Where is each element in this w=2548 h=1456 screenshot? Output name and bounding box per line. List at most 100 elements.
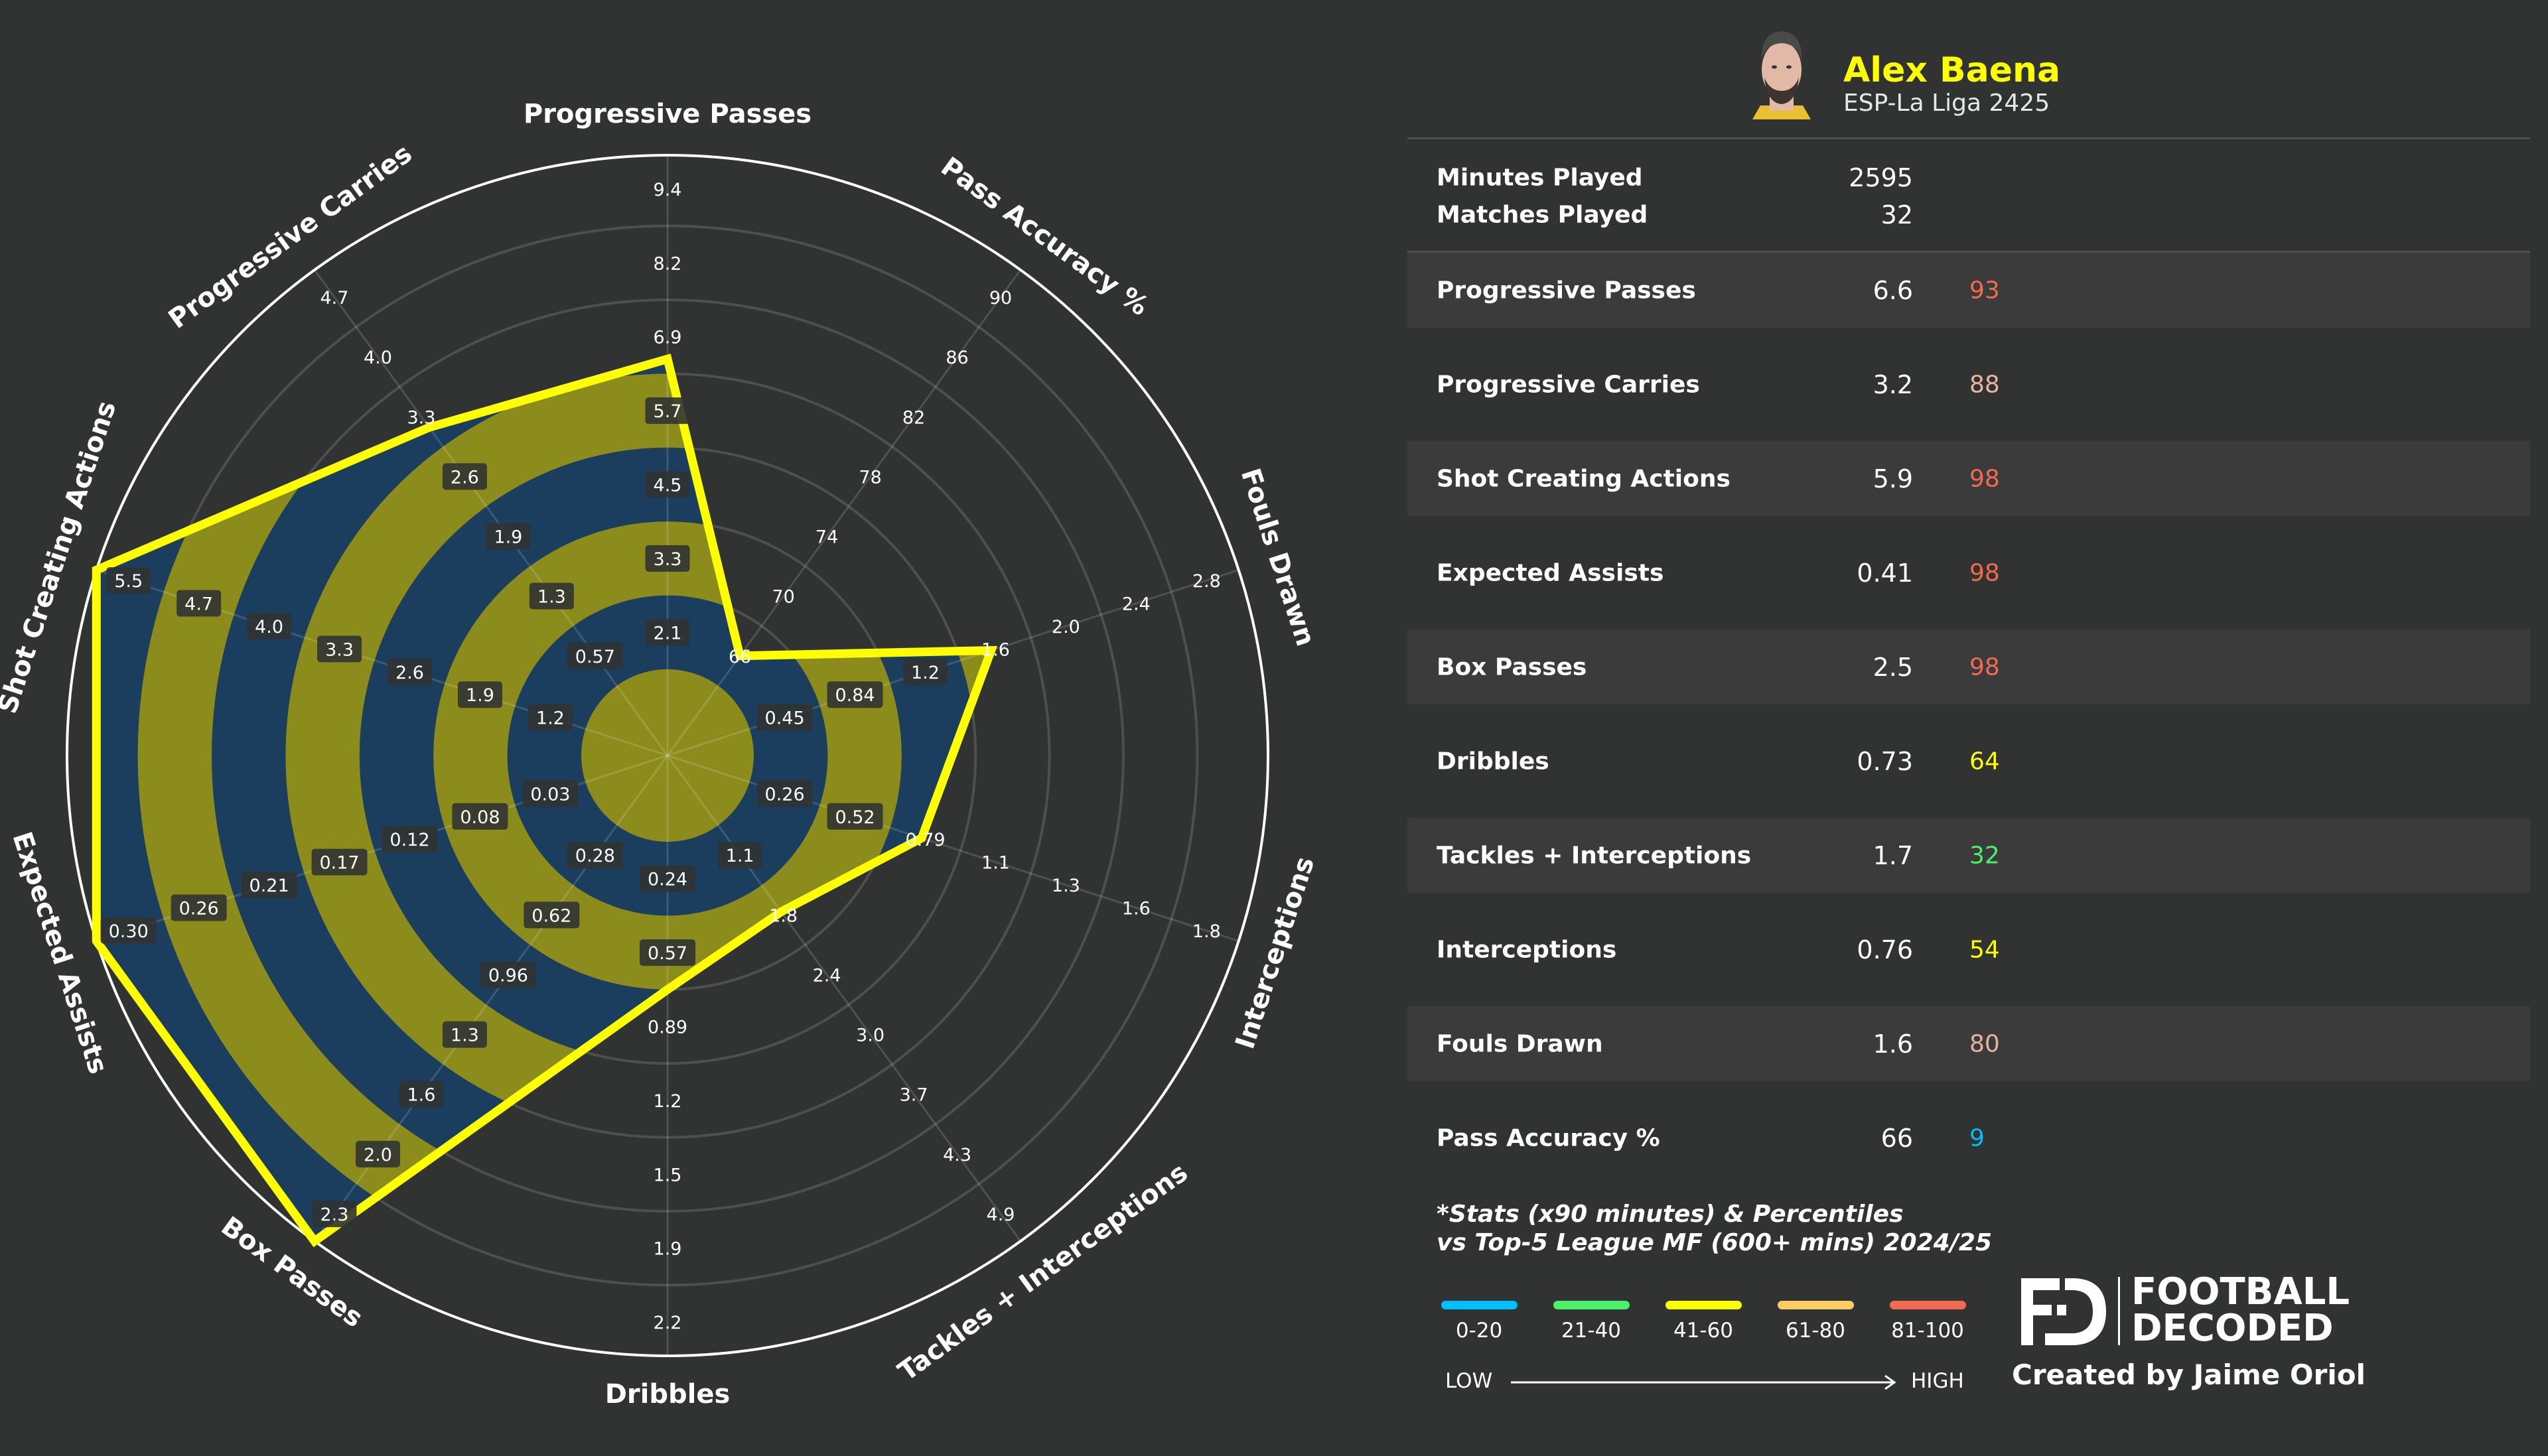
tick-label-box: [717, 842, 762, 869]
tick-label: 1.5: [654, 1165, 682, 1185]
tick-label-box: [529, 582, 574, 610]
tick-label: 86: [946, 348, 968, 368]
stat-percentile: 64: [1969, 748, 2000, 775]
summary-row-minutes: Minutes Played 2595: [1407, 140, 2530, 215]
stat-value: 2.5: [1873, 652, 1913, 682]
tick-label: 78: [859, 467, 881, 488]
tick-label-box: [480, 961, 536, 988]
tick-label: 2.2: [654, 1313, 682, 1333]
tick-label-box: [640, 939, 695, 966]
tick-label: 1.9: [494, 527, 522, 548]
tick-label: 4.5: [654, 476, 682, 496]
tick-label: 0.21: [249, 876, 289, 896]
tick-label: 1.2: [911, 663, 940, 683]
tick-label: 0.84: [835, 685, 875, 706]
tick-label-box: [522, 780, 579, 807]
tick-label: 70: [772, 587, 794, 608]
tick-label: 4.7: [184, 594, 213, 614]
legend-swatch: [1441, 1301, 1518, 1309]
stat-label: Pass Accuracy %: [1437, 1124, 1660, 1152]
stat-value: 0.73: [1857, 746, 1913, 776]
param-label: Tackles + Interceptions: [892, 1158, 1193, 1388]
tick-label: 4.9: [987, 1205, 1015, 1225]
tick-label: 3.3: [654, 549, 682, 570]
football-decoded-logo-icon: [2021, 1278, 2106, 1345]
tick-label: 0.26: [179, 899, 219, 919]
param-label: Progressive Passes: [524, 99, 812, 129]
stat-label: Dribbles: [1437, 748, 1549, 775]
stat-label: Box Passes: [1437, 653, 1587, 681]
tick-label-box: [311, 848, 368, 876]
tick-label: 1.9: [466, 685, 494, 706]
tick-label: 0.12: [389, 830, 429, 850]
outer-ring: [66, 154, 1269, 1357]
stat-percentile: 9: [1969, 1124, 1985, 1152]
summary-label: Matches Played: [1437, 201, 1648, 228]
tick-label: 1.3: [537, 587, 566, 608]
stat-value: 3.2: [1873, 369, 1913, 399]
stat-label: Interceptions: [1437, 936, 1617, 963]
stat-value: 5.9: [1873, 464, 1913, 494]
tick-label: 0.57: [575, 647, 615, 667]
tick-label-box: [567, 842, 623, 869]
legend-swatch: [1890, 1301, 1966, 1309]
tick-label: 5.7: [654, 401, 682, 422]
tick-label: 1.3: [451, 1026, 479, 1046]
tick-label: 1.3: [1052, 876, 1080, 896]
param-label: Interceptions: [1230, 853, 1320, 1053]
stat-value: 1.6: [1873, 1029, 1913, 1059]
tick-label-box: [452, 803, 508, 830]
stat-percentile: 54: [1969, 936, 2000, 963]
tick-label: 0.57: [648, 943, 687, 964]
tick-label-box: [317, 635, 362, 663]
tick-label: 1.2: [536, 708, 565, 729]
tick-label-box: [442, 1021, 487, 1048]
stat-percentile: 80: [1969, 1030, 2000, 1057]
tick-label: 4.0: [364, 348, 392, 368]
tick-label-box: [827, 681, 883, 708]
legend-label: 41-60: [1673, 1319, 1734, 1343]
tick-label: 3.3: [325, 639, 354, 660]
tick-label-box: [640, 865, 695, 892]
tick-label-box: [645, 397, 690, 425]
stat-value: 0.76: [1857, 935, 1913, 964]
tick-label: 0.52: [835, 807, 875, 828]
tick-label: 2.4: [813, 965, 841, 986]
radar-outline: [92, 354, 998, 1248]
tick-label: 1.2: [654, 1091, 682, 1112]
stat-label: Progressive Carries: [1437, 371, 1700, 398]
tick-label-box: [827, 803, 883, 830]
legend-label: 81-100: [1891, 1319, 1964, 1343]
stat-percentile: 98: [1969, 559, 2000, 586]
tick-label: 1.9: [654, 1239, 682, 1260]
legend-high: HIGH: [1911, 1369, 1964, 1393]
tick-label: 2.3: [320, 1205, 348, 1225]
param-label: Dribbles: [605, 1379, 731, 1410]
tick-label: 0.30: [109, 921, 149, 942]
stat-row: Pass Accuracy % 66 9: [1407, 1100, 2530, 1175]
stat-row: Progressive Carries 3.2 88: [1407, 347, 2530, 422]
stat-label: Fouls Drawn: [1437, 1030, 1603, 1057]
stat-percentile: 98: [1969, 465, 2000, 492]
tick-label: 0.62: [531, 905, 571, 926]
tick-label: 1.6: [981, 639, 1010, 660]
stat-value: 66: [1880, 1123, 1913, 1153]
tick-label: 3.0: [856, 1026, 885, 1046]
stat-row: Shot Creating Actions 5.9 98: [1407, 441, 2530, 516]
stat-row: Fouls Drawn 1.6 80: [1407, 1006, 2530, 1081]
legend-label: 61-80: [1785, 1319, 1846, 1343]
stat-row: Interceptions 0.76 54: [1407, 912, 2530, 987]
tick-label: 0.17: [319, 853, 359, 874]
legend-label: 0-20: [1455, 1319, 1503, 1343]
stat-label: Shot Creating Actions: [1437, 465, 1731, 492]
stat-percentile: 93: [1969, 277, 2000, 304]
legend-swatch: [1665, 1301, 1742, 1309]
tick-label-box: [528, 704, 573, 731]
tick-label: 2.6: [451, 467, 479, 488]
tick-label-box: [177, 590, 222, 617]
tick-label-box: [756, 704, 813, 731]
axis-spoke: [666, 755, 1022, 1242]
tick-label-box: [486, 523, 531, 550]
tick-label: 3.3: [407, 407, 435, 428]
logo-text-football: FOOTBALL: [2131, 1270, 2350, 1313]
